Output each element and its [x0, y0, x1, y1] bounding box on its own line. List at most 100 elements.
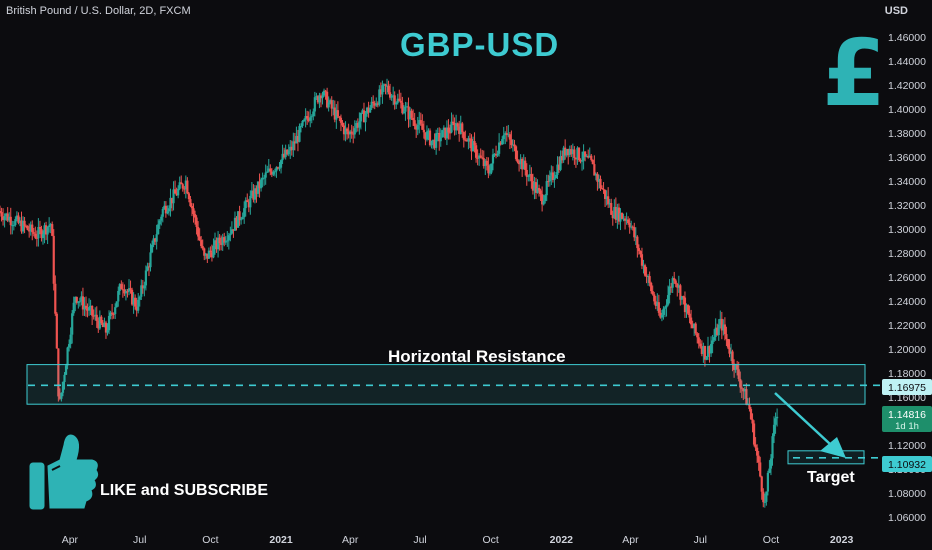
candle-body [6, 213, 9, 221]
candle-body [78, 301, 81, 303]
candle-body [240, 219, 243, 221]
candle-body [290, 146, 293, 151]
candle-body [243, 208, 246, 218]
candle-body [301, 120, 304, 126]
candle-body [89, 305, 92, 308]
candle-body [688, 313, 691, 318]
candle-body [218, 237, 221, 244]
candle-body [461, 123, 464, 133]
candle-body [762, 491, 765, 503]
candle-body [321, 95, 324, 99]
candle-body [37, 226, 40, 239]
candle-body [433, 139, 436, 148]
candle-body [235, 217, 238, 228]
candle-body [548, 175, 551, 182]
candle-body [207, 250, 210, 259]
candle-body [473, 141, 476, 146]
candle-body [607, 196, 610, 205]
candle-body [134, 297, 137, 307]
candle-body [696, 333, 699, 338]
candle-body [627, 219, 630, 223]
candle-body [613, 206, 616, 219]
candle-body [444, 127, 447, 139]
like-subscribe-label[interactable]: LIKE and SUBSCRIBE [100, 482, 269, 499]
candle-body [752, 423, 756, 445]
last-price-tag: 1.14816 1d 1h [882, 406, 932, 432]
candle-body [716, 327, 719, 336]
candle-body [537, 188, 541, 191]
candle-body [427, 130, 430, 132]
last-price-text: 1.14816 [888, 409, 926, 421]
candle-body [766, 472, 769, 492]
candle-body [410, 110, 413, 118]
candle-body [267, 168, 270, 172]
candle-body [723, 324, 726, 335]
candle-body [330, 100, 333, 109]
candle-body [574, 158, 578, 160]
candle-body [708, 346, 711, 354]
candle-body [293, 141, 296, 144]
candle-body [68, 344, 71, 348]
candle-body [619, 212, 622, 222]
candle-body [516, 159, 519, 163]
candle-body [751, 419, 754, 424]
candle-body [92, 315, 95, 317]
candle-body [278, 167, 281, 169]
y-tick-label: 1.22000 [888, 320, 926, 332]
candle-body [576, 147, 579, 160]
candle-body [101, 323, 104, 328]
candle-body [620, 212, 624, 219]
candle-body [253, 188, 257, 200]
candle-body [57, 348, 60, 397]
candle-body [734, 364, 737, 370]
candle-body [244, 200, 247, 209]
candle-body [768, 468, 771, 473]
candle-body [481, 157, 484, 159]
candle-body [599, 178, 602, 189]
candle-body [539, 190, 542, 195]
candle-body [310, 116, 313, 118]
candle-body [729, 351, 733, 354]
candle-body [238, 211, 241, 221]
candle-body [608, 203, 611, 205]
candle-body [728, 347, 731, 354]
candle-body [160, 216, 163, 221]
candle-body [485, 160, 488, 166]
candle-body [663, 307, 667, 309]
candle-body [100, 316, 103, 324]
candle-body [223, 237, 226, 243]
candle-body [760, 476, 763, 492]
candle-body [329, 100, 332, 103]
candle-body [451, 121, 455, 124]
candle-body [183, 188, 186, 190]
candle-body [603, 189, 607, 199]
candle-body [370, 101, 373, 108]
candle-body [514, 146, 518, 160]
candle-body [602, 188, 605, 190]
candle-body [544, 195, 547, 201]
candle-body [478, 155, 481, 159]
candle-body [591, 159, 594, 165]
candle-body [390, 95, 393, 98]
candle-body [332, 107, 335, 109]
candle-body [490, 163, 493, 173]
candle-body [127, 288, 131, 292]
candle-body [428, 130, 432, 146]
candle-body [689, 317, 693, 325]
candle-body [216, 237, 220, 250]
candle-body [319, 95, 323, 99]
candle-body [373, 103, 376, 106]
candle-body [402, 111, 406, 114]
candle-body [190, 206, 194, 209]
candle-body [164, 205, 167, 214]
candle-body [502, 135, 505, 140]
candle-body [31, 224, 34, 233]
candle-body [679, 285, 682, 300]
candle-body [137, 299, 140, 311]
time-axis: Apr Jul Oct 2021 Apr Jul Oct 2022 Apr Jul Oct 2023 [62, 534, 854, 546]
candle-body [556, 164, 559, 175]
candle-body [299, 125, 303, 127]
candle-body [71, 313, 74, 335]
candle-body [593, 164, 596, 176]
